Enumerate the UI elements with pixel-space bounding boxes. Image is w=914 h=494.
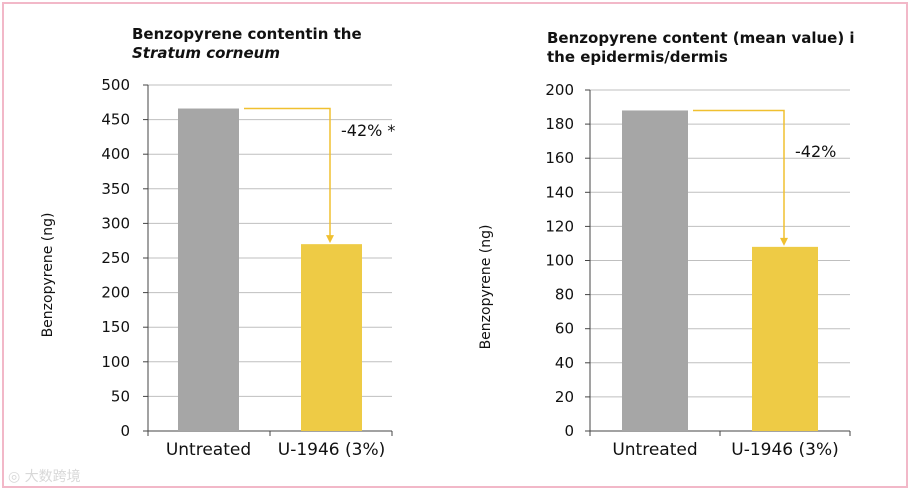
- y-tick-label: 200: [101, 284, 130, 302]
- y-tick-label: 0: [120, 422, 130, 440]
- y-tick-label: 300: [101, 214, 130, 232]
- category-label: U-1946 (3%): [731, 440, 838, 460]
- y-tick-label: 500: [101, 76, 130, 94]
- y-tick-label: 140: [545, 183, 574, 201]
- arrow-head: [780, 237, 788, 246]
- chart1-y-ticks: 0 50 100 150 200 250 300 350 400 450 500: [101, 76, 393, 440]
- y-tick-label: 120: [545, 217, 574, 235]
- bar-untreated: [178, 108, 239, 431]
- y-tick-label: 80: [555, 286, 574, 304]
- arrow-line: [244, 107, 331, 242]
- chart2-y-axis-label: Benzopyrene (ng): [478, 225, 494, 350]
- y-tick-label: 400: [101, 145, 130, 163]
- y-tick-label: 250: [101, 249, 130, 267]
- y-tick-label: 50: [111, 387, 130, 405]
- y-tick-label: 60: [555, 320, 574, 338]
- y-tick-label: 20: [555, 388, 574, 406]
- y-tick-label: 100: [101, 353, 130, 371]
- y-tick-label: 180: [545, 115, 574, 133]
- chart2-title-line1: Benzopyrene content (mean value) i: [547, 29, 855, 47]
- y-tick-label: 100: [545, 252, 574, 270]
- category-label: Untreated: [166, 440, 251, 460]
- chart2-y-ticks: 0 20 40 60 80 100 120 140 160 180 200: [545, 81, 851, 440]
- y-tick-label: 350: [101, 180, 130, 198]
- y-tick-label: 160: [545, 149, 574, 167]
- chart1-bars: [178, 108, 362, 431]
- chart1-y-axis-label: Benzopyrene (ng): [40, 213, 56, 338]
- bar-untreated: [622, 110, 688, 432]
- arrow-line: [693, 109, 785, 244]
- arrow-head: [326, 235, 334, 244]
- chart1-annotation: -42% *: [341, 121, 395, 140]
- chart1-reduction-arrow: [244, 107, 334, 244]
- chart1-category-labels: Untreated U-1946 (3%): [166, 440, 385, 460]
- bar-treated: [301, 244, 362, 431]
- category-label: Untreated: [612, 440, 697, 460]
- y-tick-label: 200: [545, 81, 574, 99]
- chart2-category-labels: Untreated U-1946 (3%): [612, 440, 838, 460]
- y-tick-label: 450: [101, 111, 130, 129]
- chart2-annotation: -42%: [795, 142, 836, 161]
- chart1-title-line1: Benzopyrene contentin the: [132, 25, 362, 43]
- chart2-title-line2: the epidermis/dermis: [547, 48, 728, 66]
- watermark-logo: ◎ 大数跨境: [8, 469, 81, 485]
- bar-treated: [752, 246, 818, 431]
- chart1-title-line2: Stratum corneum: [132, 44, 280, 62]
- y-tick-label: 40: [555, 354, 574, 372]
- y-tick-label: 0: [564, 422, 574, 440]
- chart2-reduction-arrow: [693, 109, 788, 246]
- category-label: U-1946 (3%): [278, 440, 385, 460]
- chart2-bars: [622, 110, 818, 432]
- y-tick-label: 150: [101, 318, 130, 336]
- watermark-text: 大数跨境: [24, 469, 81, 485]
